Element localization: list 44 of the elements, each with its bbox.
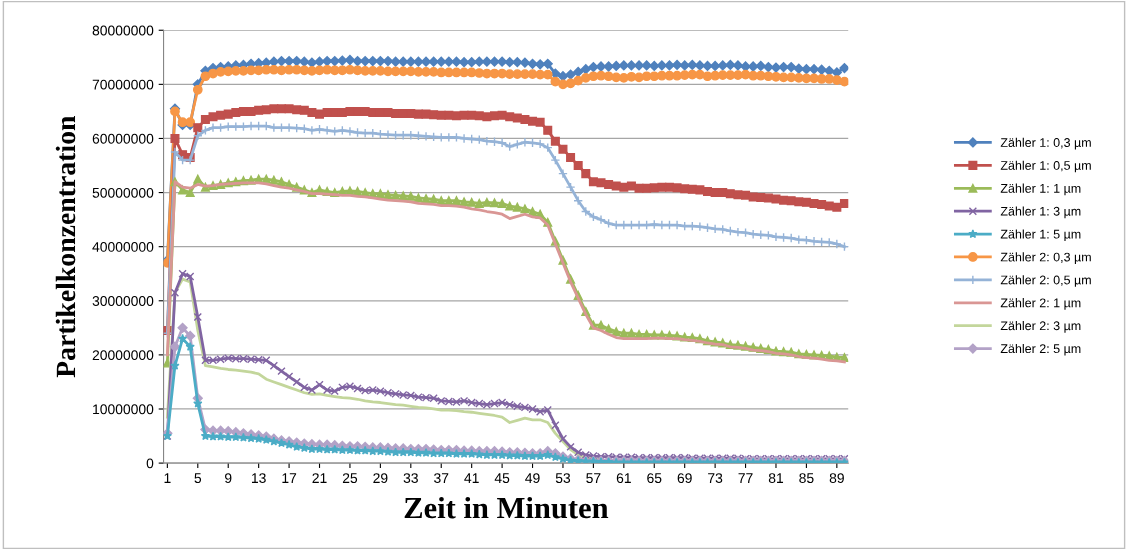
y-tick-label: 50000000 bbox=[92, 187, 154, 198]
x-tick-label: 65 bbox=[647, 473, 662, 484]
x-tick-label: 61 bbox=[616, 473, 631, 484]
x-tick-label: 81 bbox=[768, 473, 784, 484]
x-tick-label: 77 bbox=[738, 473, 753, 483]
x-tick-label: 57 bbox=[586, 473, 601, 484]
legend-label: Zähler 2: 3 µm bbox=[1000, 321, 1081, 333]
x-tick-label: 29 bbox=[373, 473, 388, 484]
x-tick-label: 85 bbox=[799, 473, 814, 484]
x-tick-label: 13 bbox=[251, 473, 266, 484]
legend-label: Zähler 1: 0,3 µm bbox=[1000, 137, 1091, 150]
x-tick-label: 33 bbox=[403, 473, 418, 484]
y-tick-label: 30000000 bbox=[92, 296, 154, 306]
x-tick-label: 69 bbox=[677, 473, 692, 484]
x-tick-label: 37 bbox=[434, 473, 449, 484]
y-tick-label: 20000000 bbox=[92, 350, 154, 361]
x-tick-label: 9 bbox=[225, 473, 232, 484]
y-tick-label: 80000000 bbox=[92, 25, 154, 36]
x-tick-label: 49 bbox=[525, 473, 540, 484]
y-tick-label: 10000000 bbox=[93, 404, 154, 415]
x-tick-label: 5 bbox=[194, 473, 202, 484]
legend-label: Zähler 1: 3 µm bbox=[1000, 206, 1081, 219]
x-tick-label: 89 bbox=[829, 473, 844, 484]
x-tick-label: 17 bbox=[282, 473, 297, 483]
y-tick-label: 70000000 bbox=[92, 79, 154, 90]
y-tick-label: 60000000 bbox=[92, 133, 154, 144]
x-tick-label: 1 bbox=[164, 473, 171, 483]
legend-label: Zähler 1: 0,5 µm bbox=[1000, 160, 1091, 173]
x-tick-label: 25 bbox=[342, 473, 358, 484]
y-tick-label: 40000000 bbox=[92, 242, 154, 252]
x-tick-label: 45 bbox=[494, 473, 510, 484]
x-axis-title: Zeit in Minuten bbox=[404, 496, 609, 519]
y-tick-label: 0 bbox=[146, 458, 154, 469]
x-tick-label: 73 bbox=[708, 473, 723, 484]
legend-label: Zähler 2: 5 µm bbox=[1000, 343, 1081, 356]
legend-label: Zähler 2: 0,3 µm bbox=[1000, 252, 1091, 264]
legend-label: Zähler 2: 0,5 µm bbox=[1000, 275, 1091, 287]
x-tick-label: 41 bbox=[464, 473, 479, 483]
y-axis-title: Partikelkonzentration bbox=[55, 115, 76, 378]
x-tick-label: 53 bbox=[555, 473, 571, 484]
x-tick-label: 21 bbox=[312, 473, 327, 483]
legend-label: Zähler 1: 1 µm bbox=[1000, 183, 1081, 196]
legend-label: Zähler 2: 1 µm bbox=[1000, 298, 1081, 310]
legend-label: Zähler 1: 5 µm bbox=[1000, 229, 1081, 242]
